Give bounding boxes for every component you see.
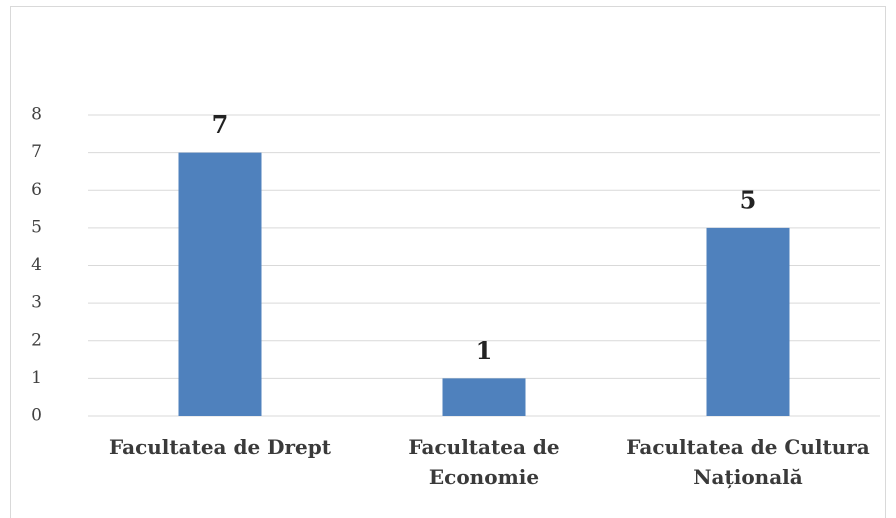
y-tick-label: 6 [31, 180, 42, 200]
bar [442, 378, 526, 416]
y-tick-label: 3 [31, 293, 42, 313]
bar [178, 152, 262, 416]
bar [706, 227, 790, 416]
x-tick-label: Facultatea de Cultura Națională [626, 435, 870, 489]
y-tick-label: 5 [31, 217, 42, 237]
y-tick-label: 2 [31, 330, 42, 350]
y-tick-label: 7 [31, 142, 42, 162]
chart-frame [10, 6, 886, 518]
x-tick-label: Facultatea de Economie [408, 435, 560, 489]
y-tick-label: 1 [31, 368, 42, 388]
y-tick-label: 0 [31, 406, 42, 426]
y-tick-label: 8 [31, 105, 42, 125]
data-label: 7 [212, 110, 229, 139]
data-label: 1 [476, 336, 493, 365]
y-tick-label: 4 [31, 255, 42, 275]
x-tick-label: Facultatea de Drept [109, 435, 331, 459]
data-label: 5 [740, 185, 757, 214]
